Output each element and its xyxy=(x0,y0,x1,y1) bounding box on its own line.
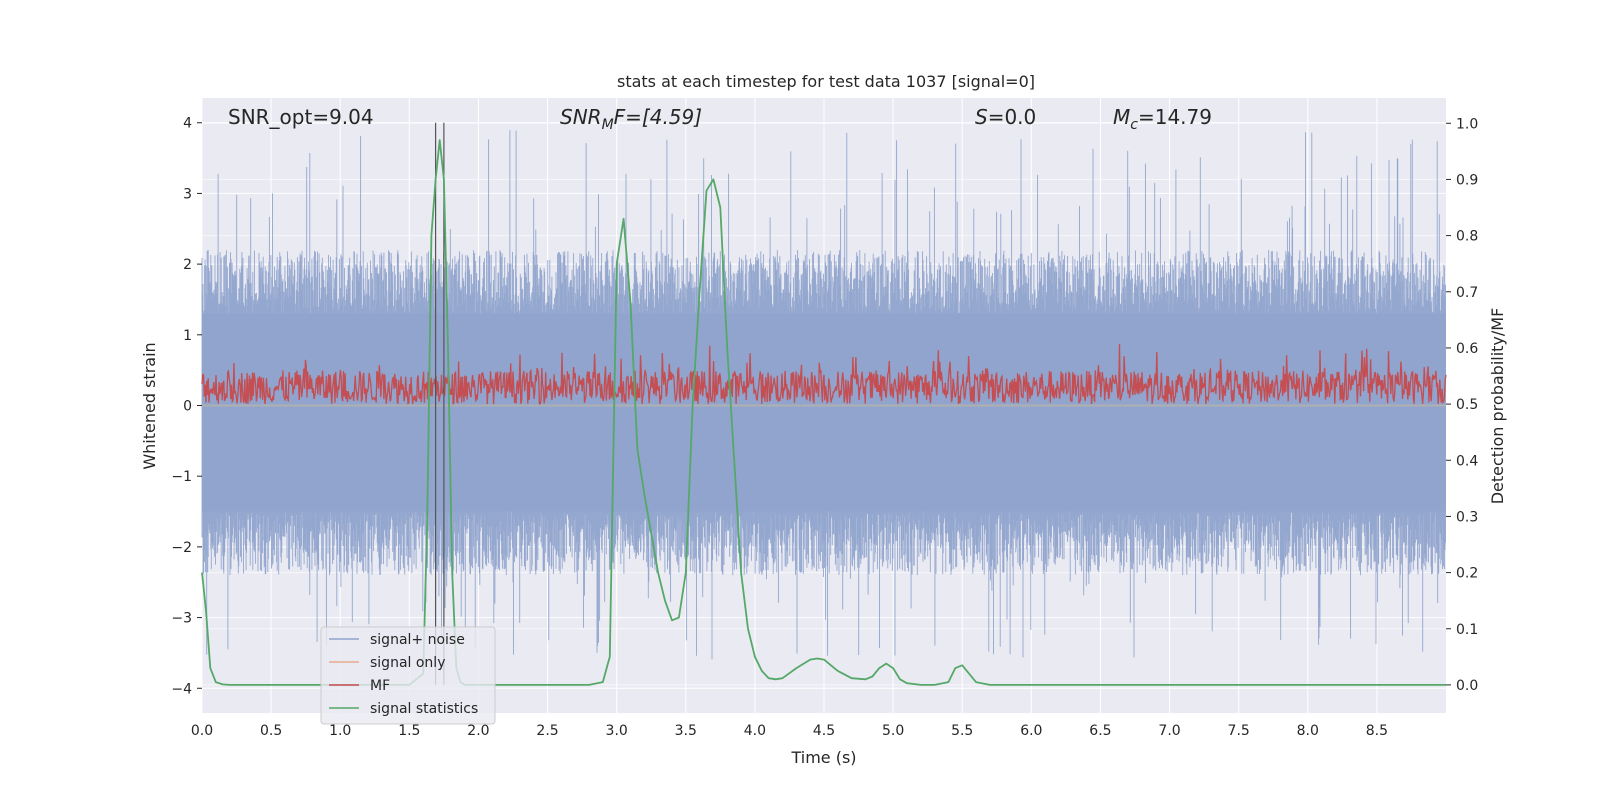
y2-tick-label-10: 1.0 xyxy=(1456,116,1478,132)
legend-box xyxy=(320,626,496,725)
x-tick-label-1: 0.5 xyxy=(260,723,282,739)
annotation-mc-sub: c xyxy=(1130,117,1138,133)
x-tick-label-2: 1.0 xyxy=(329,723,351,739)
annotation-mc-rest: =14.79 xyxy=(1138,105,1212,129)
y2-tick-label-7: 0.7 xyxy=(1456,285,1478,301)
y-tick-label-8: 4 xyxy=(183,116,192,132)
x-tick-label-11: 5.5 xyxy=(951,723,973,739)
x-tick-label-14: 7.0 xyxy=(1158,723,1180,739)
y2-tick-label-1: 0.1 xyxy=(1456,622,1478,638)
signal-statistics-line xyxy=(201,139,1446,686)
x-tick-label-8: 4.0 xyxy=(744,723,766,739)
annotation-s-var: S xyxy=(975,105,988,129)
legend-label-mf: MF xyxy=(370,678,390,694)
x-tick-label-12: 6.0 xyxy=(1020,723,1042,739)
annotation-snr-mf-var: SNR xyxy=(560,105,602,129)
x-tick-label-15: 7.5 xyxy=(1228,723,1250,739)
legend-label-signal-statistics: signal statistics xyxy=(370,701,478,717)
annotation-snr-opt: SNR_opt=9.04 xyxy=(228,105,374,129)
annotation-snr-mf-sub: M xyxy=(602,117,614,133)
y-tick-label-3: −1 xyxy=(171,469,192,485)
y2-tick-label-2: 0.2 xyxy=(1456,566,1478,582)
x-tick-label-0: 0.0 xyxy=(191,723,213,739)
x-tick-label-16: 8.0 xyxy=(1297,723,1319,739)
y-tick-label-6: 2 xyxy=(183,257,192,273)
x-tick-label-4: 2.0 xyxy=(467,723,489,739)
mf-trace xyxy=(201,344,1447,407)
y-tick-label-1: −3 xyxy=(171,611,192,627)
y-tick-label-0: −4 xyxy=(171,681,192,697)
x-tick-label-9: 4.5 xyxy=(813,723,835,739)
series-mf xyxy=(201,344,1447,407)
x-tick-label-13: 6.5 xyxy=(1089,723,1111,739)
series-signal-noise xyxy=(201,130,1446,660)
chart-title: stats at each timestep for test data 103… xyxy=(617,72,1035,91)
x-tick-label-7: 3.5 xyxy=(675,723,697,739)
y2-tick-label-4: 0.4 xyxy=(1456,453,1478,469)
x-axis-ticks: 0.0 0.5 1.0 1.5 2.0 2.5 3.0 3.5 4.0 4.5 5.0 5.5 6.0 6… xyxy=(191,723,1388,739)
annotation-mc-var: M xyxy=(1113,105,1130,129)
annotation-s: S=0.0 xyxy=(975,105,1036,129)
y2-tick-label-6: 0.6 xyxy=(1456,341,1478,357)
y2-tick-label-9: 0.9 xyxy=(1456,172,1478,188)
y-axis-ticks: −4 −3 −2 −1 0 1 2 3 4 xyxy=(171,116,202,697)
y2-tick-label-3: 0.3 xyxy=(1456,509,1478,525)
y2-tick-label-5: 0.5 xyxy=(1456,397,1478,413)
annotation-snr-mf: SNRMF=[4.59] xyxy=(560,105,702,133)
y2-tick-label-0: 0.0 xyxy=(1456,678,1478,694)
x-tick-label-3: 1.5 xyxy=(398,723,420,739)
y2-axis-label: Detection probability/MF xyxy=(1488,308,1507,505)
x-tick-label-10: 5.0 xyxy=(882,723,904,739)
annotation-s-rest: =0.0 xyxy=(988,105,1037,129)
x-tick-label-17: 8.5 xyxy=(1366,723,1388,739)
legend-label-signal-only: signal only xyxy=(370,655,445,671)
y2-axis-ticks: 0.0 0.1 0.2 0.3 0.4 0.5 0.6 0.7 0.8 0.9 1.0 xyxy=(1446,116,1478,694)
annotation-mc: Mc=14.79 xyxy=(1113,105,1212,133)
x-tick-label-5: 2.5 xyxy=(536,723,558,739)
vertical-markers xyxy=(434,122,445,685)
x-tick-label-6: 3.0 xyxy=(606,723,628,739)
annotation-snr-mf-rest: F=[4.59] xyxy=(614,105,702,129)
y-tick-label-7: 3 xyxy=(183,186,192,202)
y2-tick-label-8: 0.8 xyxy=(1456,229,1478,245)
legend-label-signal-noise: signal+ noise xyxy=(370,632,465,648)
y-tick-label-5: 1 xyxy=(183,328,192,344)
series-signal-statistics xyxy=(201,139,1446,686)
y-tick-label-4: 0 xyxy=(183,399,192,415)
y-tick-label-2: −2 xyxy=(171,540,192,556)
legend: signal+ noise signal only MF signal stat… xyxy=(320,626,496,725)
y-axis-label: Whitened strain xyxy=(140,342,159,469)
x-axis-label: Time (s) xyxy=(790,748,856,767)
